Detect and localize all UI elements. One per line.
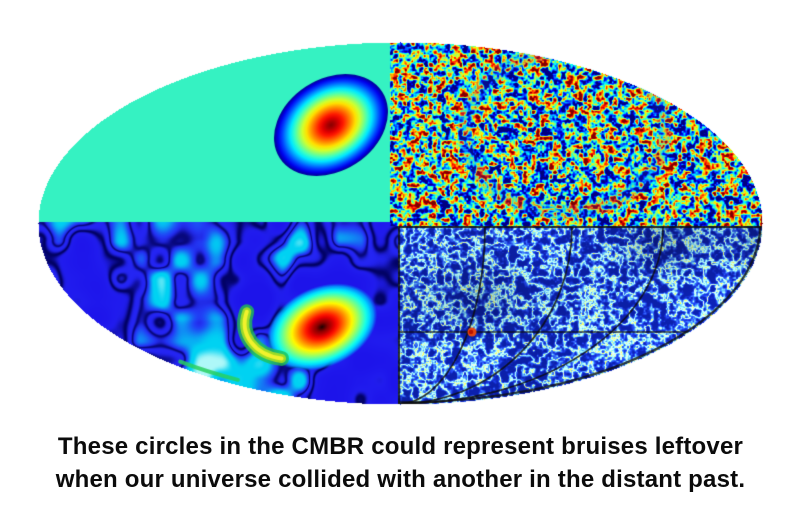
caption-line-2: when our universe collided with another … — [55, 466, 746, 493]
cmb-mollweide-map — [0, 0, 801, 420]
caption-line-1: These circles in the CMBR could represen… — [57, 433, 744, 460]
cmb-composite-figure — [0, 0, 801, 420]
figure-caption: These circles in the CMBR could represen… — [0, 430, 801, 496]
